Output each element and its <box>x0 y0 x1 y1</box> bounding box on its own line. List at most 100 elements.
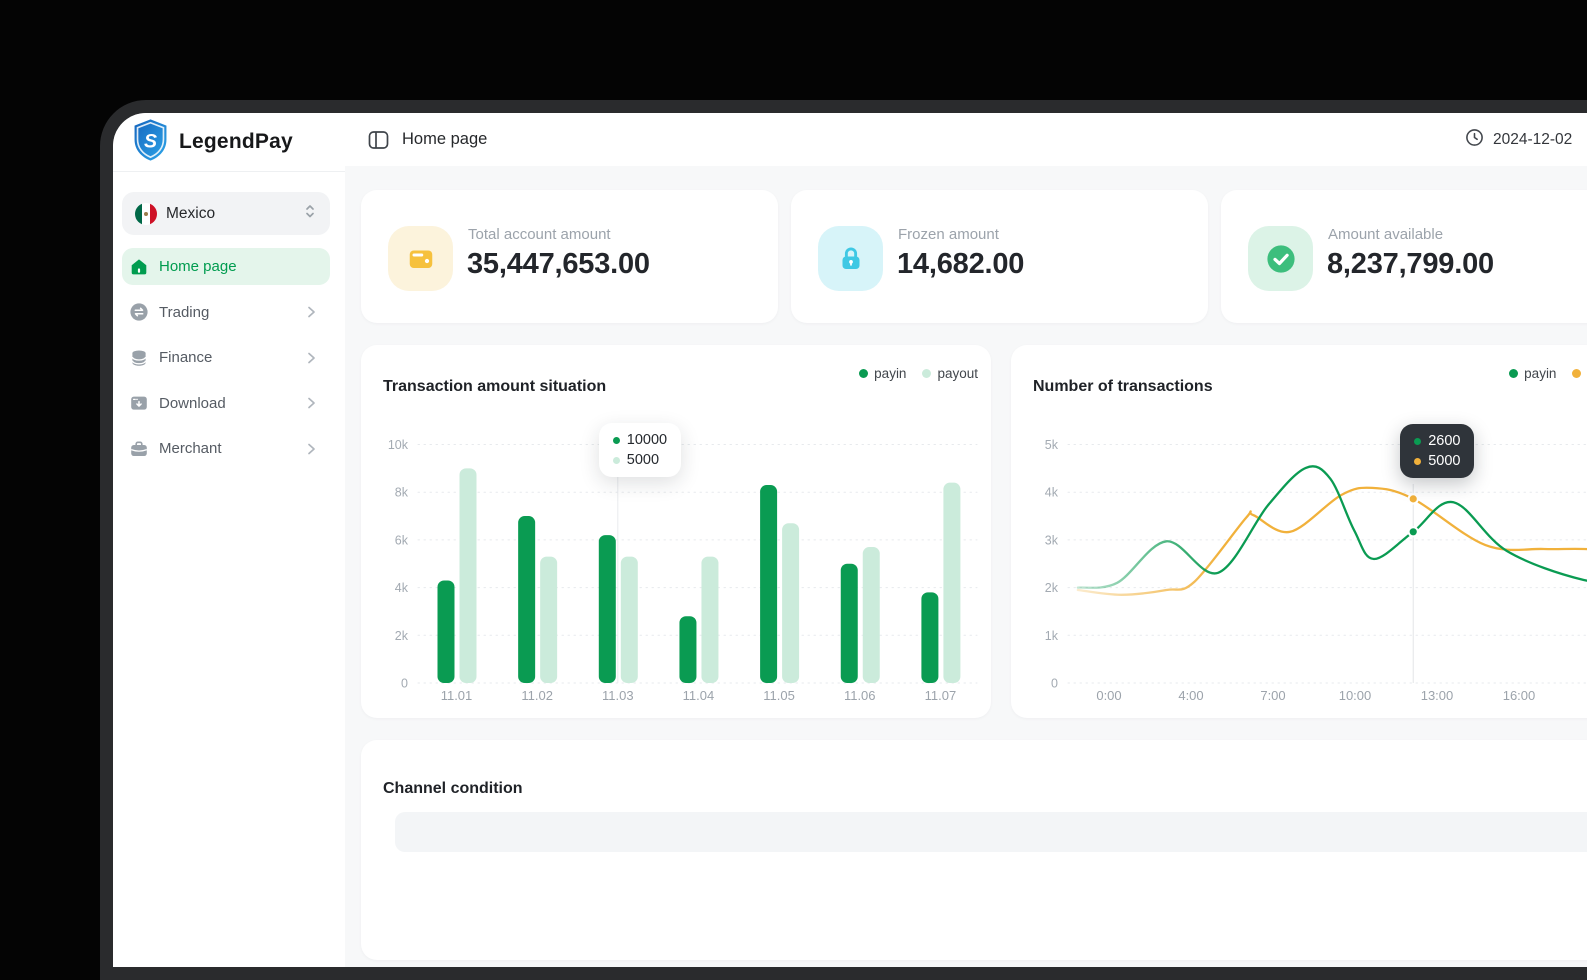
svg-text:7:00: 7:00 <box>1260 688 1285 703</box>
bar-payout-11.02 <box>540 556 558 683</box>
home-icon <box>129 257 149 277</box>
svg-text:0: 0 <box>1051 677 1058 691</box>
brand-name: LegendPay <box>179 130 293 153</box>
svg-text:11.01: 11.01 <box>441 688 473 703</box>
chevron-right-icon <box>303 395 319 411</box>
svg-text:3k: 3k <box>1045 533 1059 547</box>
app-window: S LegendPay Mexico Home page Trading Finan… <box>100 100 1587 980</box>
svg-text:11.03: 11.03 <box>602 688 634 703</box>
line-chart-plot: 0 1k 2k 3k 4k 5k 0:00 4:00 7:00 10:00 13:00 16:00 <box>1045 438 1587 703</box>
stat-value: 8,237,799.00 <box>1327 248 1494 280</box>
svg-text:2k: 2k <box>395 629 409 643</box>
svg-text:4:00: 4:00 <box>1178 688 1203 703</box>
bar-payin-11.06 <box>840 563 858 683</box>
line-series-payout <box>1076 486 1587 596</box>
svg-text:0: 0 <box>401 677 408 691</box>
bar-payin-11.04 <box>679 616 697 683</box>
coins-icon <box>129 348 149 368</box>
bar-payin-11.02 <box>518 516 536 683</box>
svg-text:11.05: 11.05 <box>763 688 795 703</box>
chart-legend: payin payout <box>1509 366 1587 381</box>
legend-payout[interactable]: payout <box>1572 366 1587 381</box>
marker-dot-payout <box>1407 493 1419 505</box>
sidebar-item-home-page[interactable]: Home page <box>122 248 330 285</box>
shield-logo-icon: S <box>133 118 168 167</box>
country-label: Mexico <box>166 204 216 222</box>
bar-payin-11.05 <box>760 485 778 683</box>
sidebar-item-download[interactable]: Download <box>122 385 330 422</box>
mexico-flag-icon <box>135 202 157 225</box>
channel-condition-card: Channel condition <box>361 740 1587 960</box>
bar-payout-11.05 <box>782 523 800 683</box>
sidebar-toggle-icon[interactable] <box>368 129 389 151</box>
svg-text:8k: 8k <box>395 486 409 500</box>
chart-title: Number of transactions <box>1033 378 1213 395</box>
bar-payout-11.01 <box>459 468 477 683</box>
sidebar-item-label: Download <box>159 394 226 412</box>
chevron-right-icon <box>303 304 319 320</box>
briefcase-icon <box>129 439 149 459</box>
bar-payin-11.03 <box>598 535 616 683</box>
svg-text:11.07: 11.07 <box>925 688 957 703</box>
bar-payin-11.01 <box>437 580 455 683</box>
header: Home page 2024-12-02 <box>345 113 1587 167</box>
legend-payin[interactable]: payin <box>1509 366 1556 381</box>
svg-text:10k: 10k <box>388 438 409 452</box>
svg-text:11.06: 11.06 <box>844 688 876 703</box>
bar-payin-11.07 <box>921 592 939 683</box>
clock-icon <box>1465 128 1484 152</box>
bar-chart-card: Transaction amount situation payin payout 0… <box>361 345 991 718</box>
chart-tooltip: 2600 5000 <box>1400 424 1475 478</box>
sidebar-item-label: Trading <box>159 303 210 321</box>
sidebar-item-trading[interactable]: Trading <box>122 294 330 331</box>
stat-value: 35,447,653.00 <box>467 248 650 280</box>
svg-text:0:00: 0:00 <box>1096 688 1121 703</box>
chart-legend: payin payout <box>859 366 978 381</box>
bar-chart-plot: 0 2k 4k 6k 8k 10k 11.01 11.02 11.03 11.04 11.05 11.… <box>388 438 978 703</box>
main-content: Total account amount 35,447,653.00 Frozen … <box>345 166 1587 967</box>
swap-icon <box>129 302 149 322</box>
channel-title: Channel condition <box>383 780 523 797</box>
sidebar: S LegendPay Mexico Home page Trading Finan… <box>113 113 346 967</box>
page-title: Home page <box>402 130 488 148</box>
sidebar-item-label: Finance <box>159 349 213 367</box>
svg-text:1k: 1k <box>1045 629 1059 643</box>
bar-payout-11.03 <box>620 556 638 683</box>
svg-text:5k: 5k <box>1045 438 1059 452</box>
stat-label: Total account amount <box>468 226 611 243</box>
country-selector[interactable]: Mexico <box>122 192 330 235</box>
stat-card-frozen-amount: Frozen amount 14,682.00 <box>791 190 1208 323</box>
brand-logo: S LegendPay <box>113 113 345 172</box>
chart-title: Transaction amount situation <box>383 378 607 395</box>
line-chart-card: Number of transactions payin payout 0 1k 2k 3k… <box>1011 345 1587 718</box>
bar-payout-11.04 <box>701 556 719 683</box>
svg-text:6k: 6k <box>395 533 409 547</box>
bar-payout-11.07 <box>943 482 961 683</box>
stat-value: 14,682.00 <box>897 248 1025 280</box>
sidebar-item-merchant[interactable]: Merchant <box>122 430 330 467</box>
chart-tooltip: 10000 5000 <box>598 423 682 477</box>
svg-text:4k: 4k <box>1045 486 1059 500</box>
sidebar-item-finance[interactable]: Finance <box>122 339 330 376</box>
sidebar-item-label: Home page <box>159 258 237 275</box>
legend-payout[interactable]: payout <box>922 366 978 381</box>
date-display[interactable]: 2024-12-02 <box>1465 113 1572 166</box>
legend-payin[interactable]: payin <box>859 366 906 381</box>
svg-text:11.04: 11.04 <box>683 688 715 703</box>
date-value: 2024-12-02 <box>1493 130 1573 148</box>
svg-text:16:00: 16:00 <box>1503 688 1536 703</box>
stat-card-amount-available: Amount available 8,237,799.00 <box>1221 190 1587 323</box>
svg-text:13:00: 13:00 <box>1421 688 1454 703</box>
svg-text:S: S <box>144 130 157 152</box>
svg-text:10:00: 10:00 <box>1339 688 1372 703</box>
chevron-right-icon <box>303 350 319 366</box>
sidebar-item-label: Merchant <box>159 440 222 458</box>
bar-payout-11.06 <box>862 547 880 683</box>
stat-card-total-account-amount: Total account amount 35,447,653.00 <box>361 190 778 323</box>
marker-dot-payin <box>1407 526 1419 538</box>
svg-text:11.02: 11.02 <box>521 688 553 703</box>
line-series-payin <box>1076 465 1587 589</box>
svg-text:2k: 2k <box>1045 581 1059 595</box>
wallet-icon <box>388 226 453 291</box>
svg-text:4k: 4k <box>395 581 409 595</box>
